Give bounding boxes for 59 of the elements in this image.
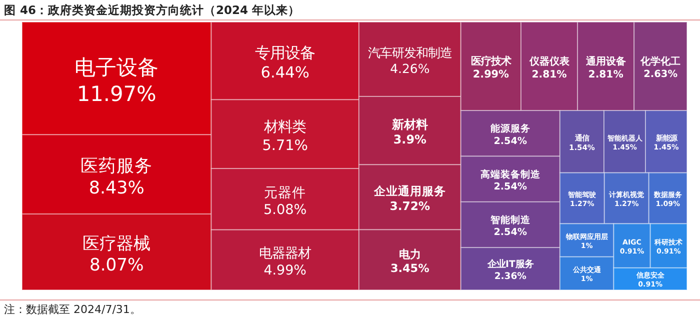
cell: 电子设备 11.97% [22,22,212,136]
data-label: 3.72% [390,198,430,213]
cell: 材料类 5.71% [210,99,360,170]
data-label: 2.54% [494,227,528,238]
data-label: 2.54% [494,182,528,193]
category-label: 高端装备制造 [480,168,542,180]
data-label: 2.99% [472,68,510,81]
cell: 元器件 5.08% [210,168,360,230]
data-label: 8.43% [88,178,144,198]
category-label: 仪器仪表 [528,56,570,68]
cell: 企业通用服务 3.72% [358,164,462,230]
data-label: 4.26% [390,60,430,76]
category-label: 新材料 [390,118,428,132]
cell: 电器器材 4.99% [210,229,360,290]
cell: 智能制造 2.54% [460,201,560,248]
cell: 能源服务 2.54% [460,110,560,157]
category-label: 企业IT服务 [486,259,534,270]
data-label: 2.54% [494,136,528,147]
category-label: 元器件 [264,184,306,201]
cell: 高端装备制造 2.54% [460,156,560,202]
category-label: 化学化工 [640,56,681,68]
data-label: 2.81% [532,69,567,80]
category-label: 企业通用服务 [372,184,446,198]
category-label: 通用设备 [584,56,627,68]
cell: 医疗器械 8.07% [22,214,212,290]
category-label: 电子设备 [74,56,159,80]
cell: 电力 3.45% [358,229,462,290]
cell: 通用设备 2.81% [577,22,635,112]
data-label: 2.81% [588,69,624,80]
text: 注：数据截至 2024/7/31。 [4,303,141,316]
category-label: 医药服务 [80,156,153,176]
data-label: 3.9% [393,132,426,147]
cell: 仪器仪表 2.81% [520,22,578,112]
data-label: 3.45% [390,262,430,276]
cell: 企业IT服务 2.36% [460,247,560,290]
category-label: 能源服务 [490,122,530,135]
category-label: 电力 [398,248,421,261]
data-label: 6.44% [260,64,310,82]
cell: 汽车研发和制造 4.26% [358,22,462,97]
cell: 新材料 3.9% [358,96,462,166]
category-label: 智能制造 [489,214,532,226]
data-label: 5.08% [264,202,307,218]
cell: 医药服务 8.43% [22,134,212,215]
data-label: 2.63% [644,68,678,80]
data-label: 5.71% [262,138,308,154]
text: 图 46：政府类资金近期投资方向统计（2024 年以来） [4,3,300,17]
data-label: 8.07% [89,256,144,276]
category-label: 电器器材 [259,246,312,262]
category-label: 汽车研发和制造 [368,45,452,60]
category-label: 医疗技术 [470,55,512,68]
cell: 专用设备 6.44% [210,22,360,100]
cell: 化学化工 2.63% [634,22,688,112]
category-label: 专用设备 [255,44,316,62]
category-label: 医疗器械 [82,234,151,254]
category-label: 材料类 [263,120,306,136]
cell: 医疗技术 2.99% [460,22,522,112]
data-label: 2.36% [494,270,526,282]
data-label: 11.97% [76,82,156,106]
data-label: 4.99% [264,264,307,279]
